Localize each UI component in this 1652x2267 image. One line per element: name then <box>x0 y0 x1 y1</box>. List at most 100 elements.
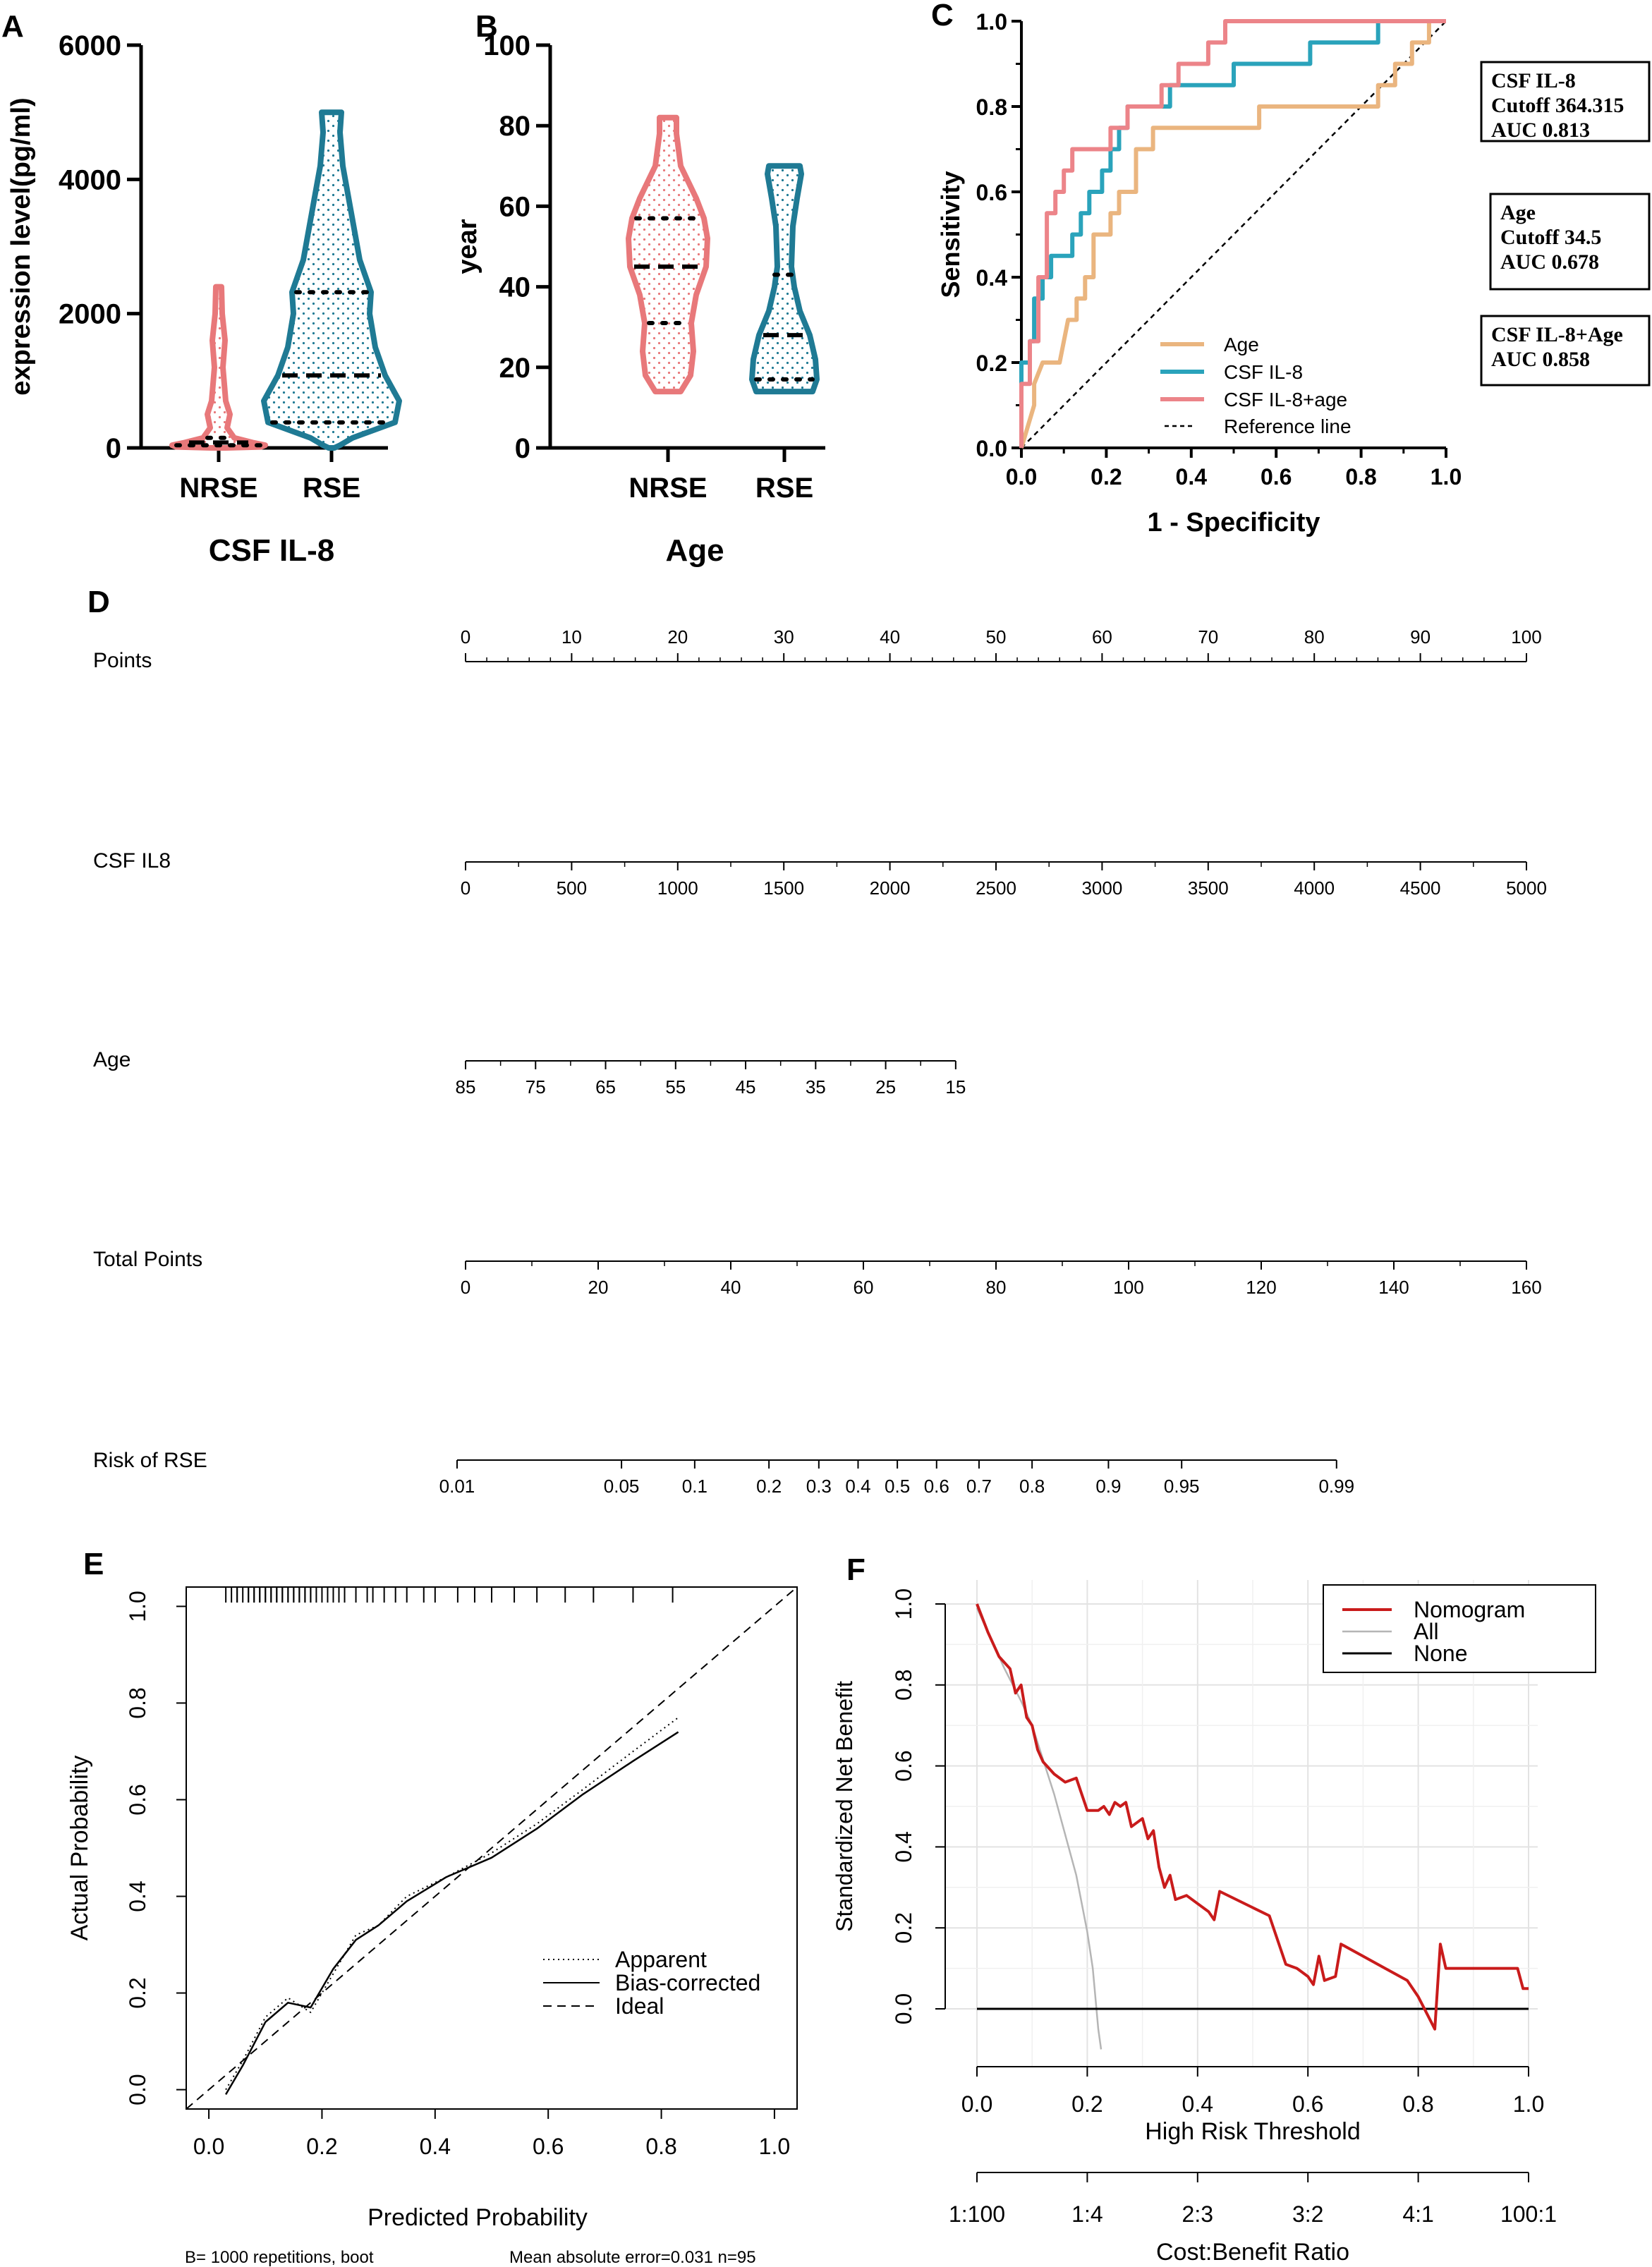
annotation-text: AUC 0.678 <box>1500 250 1599 274</box>
cost-benefit-tick-label: 4:1 <box>1402 2201 1433 2227</box>
nomogram-tick-label: 0.6 <box>924 1476 949 1497</box>
nomogram-tick-label: 0.99 <box>1318 1476 1354 1497</box>
cost-benefit-tick-label: 100:1 <box>1500 2201 1557 2227</box>
nomogram-tick-label: 1000 <box>657 877 698 899</box>
nomogram-tick-label: 0.01 <box>439 1476 475 1497</box>
y-axis-label: expression level(pg/ml) <box>6 97 36 395</box>
legend-label: Reference line <box>1224 415 1352 437</box>
panel-letter-b: B <box>475 9 498 44</box>
nomogram-row-label: Age <box>93 1048 130 1071</box>
y-tick-label: 0.2 <box>976 351 1007 376</box>
nomogram-tick-label: 20 <box>667 626 688 648</box>
annotation-text: CSF IL-8+Age <box>1491 323 1623 346</box>
apparent-curve <box>225 1717 679 2091</box>
x-tick-label: 0.6 <box>1261 464 1292 490</box>
annotation-text: CSF IL-8 <box>1491 69 1576 92</box>
x-tick-label: RSE <box>755 473 813 504</box>
x-tick-label: 0.6 <box>1292 2091 1323 2117</box>
annotation-text: Cutoff 34.5 <box>1500 226 1601 249</box>
nomogram-tick-label: 0.4 <box>845 1476 870 1497</box>
nomogram-tick-label: 70 <box>1198 626 1218 648</box>
panel-letter-f: F <box>846 1552 866 1587</box>
panel-f-decision-curve: 0.0 0.2 0.4 0.6 0.8 1.0 Standardized Net Benef… <box>832 1580 1596 2266</box>
nomogram-tick-label: 4500 <box>1400 877 1441 899</box>
nomogram-tick-label: 60 <box>854 1277 874 1298</box>
y-tick-label: 0.6 <box>976 180 1007 205</box>
y-tick-label: 0.0 <box>891 1993 916 2024</box>
y-tick-label: 0.6 <box>891 1750 916 1781</box>
nomogram-row-label: Total Points <box>93 1248 202 1271</box>
roc-curve-combo <box>1019 19 1446 448</box>
x-tick-label: 1.0 <box>759 2134 790 2159</box>
nomogram-tick-label: 0.2 <box>756 1476 782 1497</box>
y-tick-label: 2000 <box>59 299 121 330</box>
y-axis-label: Sensitivity <box>936 171 965 298</box>
nomogram-tick-label: 140 <box>1378 1277 1409 1298</box>
nomogram-tick-label: 3000 <box>1081 877 1122 899</box>
y-tick-label: 4000 <box>59 164 121 195</box>
nomogram-tick-label: 0.5 <box>885 1476 910 1497</box>
nomogram-tick-label: 50 <box>986 626 1007 648</box>
legend-label: Apparent <box>615 1947 707 1972</box>
y-tick-label: 0 <box>106 433 121 464</box>
nomogram-tick-label: 5000 <box>1506 877 1547 899</box>
nomogram-tick-label: 90 <box>1410 626 1431 648</box>
annotation-text: Cutoff 364.315 <box>1491 94 1624 117</box>
annotation-box <box>1480 61 1651 142</box>
cost-benefit-tick-label: 1:4 <box>1071 2201 1103 2227</box>
x-tick-label: NRSE <box>179 473 257 504</box>
nomogram-tick-label: 0.9 <box>1095 1476 1121 1497</box>
nomogram-tick-label: 500 <box>557 877 587 899</box>
nomogram-tick-label: 85 <box>456 1076 476 1098</box>
nomogram-row-label: CSF IL8 <box>93 849 171 873</box>
nomogram-tick-label: 0 <box>461 877 470 899</box>
nomogram-tick-label: 4000 <box>1294 877 1335 899</box>
y-tick-label: 40 <box>499 272 531 303</box>
violin-nrse <box>626 114 710 395</box>
y-tick-label: 0.6 <box>125 1784 150 1815</box>
panel-letter-e: E <box>83 1547 104 1581</box>
violin-rse <box>749 163 820 395</box>
nomogram-tick-label: 100 <box>1511 626 1541 648</box>
annotation-text: Age <box>1500 201 1536 224</box>
nomogram-tick-label: 0.7 <box>966 1476 992 1497</box>
y-tick-label: 0.8 <box>125 1687 150 1718</box>
annotation-box <box>1489 193 1651 291</box>
cost-benefit-tick-label: 1:100 <box>949 2201 1005 2227</box>
legend-label: None <box>1414 1641 1468 1666</box>
panel-title: CSF IL-8 <box>209 533 334 568</box>
y-axis-label: year <box>453 219 482 274</box>
nomogram-tick-label: 10 <box>561 626 582 648</box>
y-tick-label: 0.0 <box>125 2074 150 2105</box>
nomogram-tick-label: 3500 <box>1188 877 1229 899</box>
y-tick-label: 20 <box>499 353 531 384</box>
annotation-box <box>1480 315 1651 387</box>
y-tick-label: 0.0 <box>976 436 1007 461</box>
x-tick-label: 0.8 <box>1345 464 1376 490</box>
nomogram-tick-label: 0.3 <box>806 1476 832 1497</box>
legend-label: All <box>1414 1619 1439 1644</box>
nomogram-tick-label: 0.8 <box>1019 1476 1045 1497</box>
nomogram-tick-label: 55 <box>665 1076 686 1098</box>
nomogram-tick-label: 25 <box>875 1076 896 1098</box>
nomogram-tick-label: 75 <box>526 1076 546 1098</box>
panel-letter-c: C <box>931 0 954 32</box>
panel-c-roc-chart: 0.0 0.2 0.4 0.6 0.8 1.0 0.0 0.2 0.4 0.6 0.8 1.0 1 - … <box>936 9 1651 537</box>
legend-label: Age <box>1224 334 1259 355</box>
x-tick-label: 1.0 <box>1431 464 1462 490</box>
y-tick-label: 0.4 <box>891 1831 916 1862</box>
x-tick-label: 0.4 <box>1176 464 1208 490</box>
nomogram-row-label: Points <box>93 649 152 672</box>
nomogram-tick-label: 15 <box>945 1076 966 1098</box>
panel-b-violin-chart: 0 20 40 60 80 100 NRSE RSE Age year <box>453 30 825 568</box>
nomogram-row-label: Risk of RSE <box>93 1449 207 1472</box>
y-tick-label: 0.2 <box>125 1977 150 2008</box>
nomogram-tick-label: 0.95 <box>1164 1476 1200 1497</box>
cost-benefit-tick-label: 3:2 <box>1292 2201 1323 2227</box>
nomogram-tick-label: 40 <box>721 1277 741 1298</box>
panel-e-calibration-chart: 0.0 0.2 0.4 0.6 0.8 1.0 0.0 0.2 0.4 0.6 0.8 1.0 Pred… <box>66 1586 798 2267</box>
legend-label: Nomogram <box>1414 1597 1525 1622</box>
y-tick-label: 1.0 <box>891 1588 916 1619</box>
x-tick-label: RSE <box>303 473 360 504</box>
